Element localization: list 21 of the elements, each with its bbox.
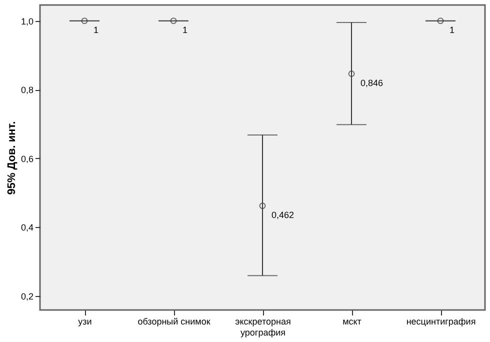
y-axis-title: 95% Дов. инт. xyxy=(6,121,18,195)
data-label: 0,846 xyxy=(360,78,384,88)
x-tick-label: экскреторная урография xyxy=(235,316,291,338)
x-tick-label: узи xyxy=(78,316,92,326)
point xyxy=(81,18,88,24)
x-tick-label: обзорный снимок xyxy=(138,316,210,326)
y-tick-label: 0,4 xyxy=(20,222,34,233)
y-tick-label: 0,8 xyxy=(20,85,34,96)
y-tick-label: 0,2 xyxy=(20,291,34,302)
point xyxy=(437,18,444,24)
data-label: 1 xyxy=(94,24,99,35)
y-tick-label: 0,6 xyxy=(20,154,34,164)
point xyxy=(170,18,177,24)
point xyxy=(348,70,355,78)
y-tick-label: 1,0 xyxy=(20,16,34,26)
data-label: 1 xyxy=(182,24,188,35)
x-tick-label: несцинтиграфия xyxy=(406,316,476,326)
x-tick-label: мскт xyxy=(342,316,362,326)
data-label: 0,462 xyxy=(272,210,294,220)
point xyxy=(259,202,266,210)
data-label: 1 xyxy=(450,24,455,35)
